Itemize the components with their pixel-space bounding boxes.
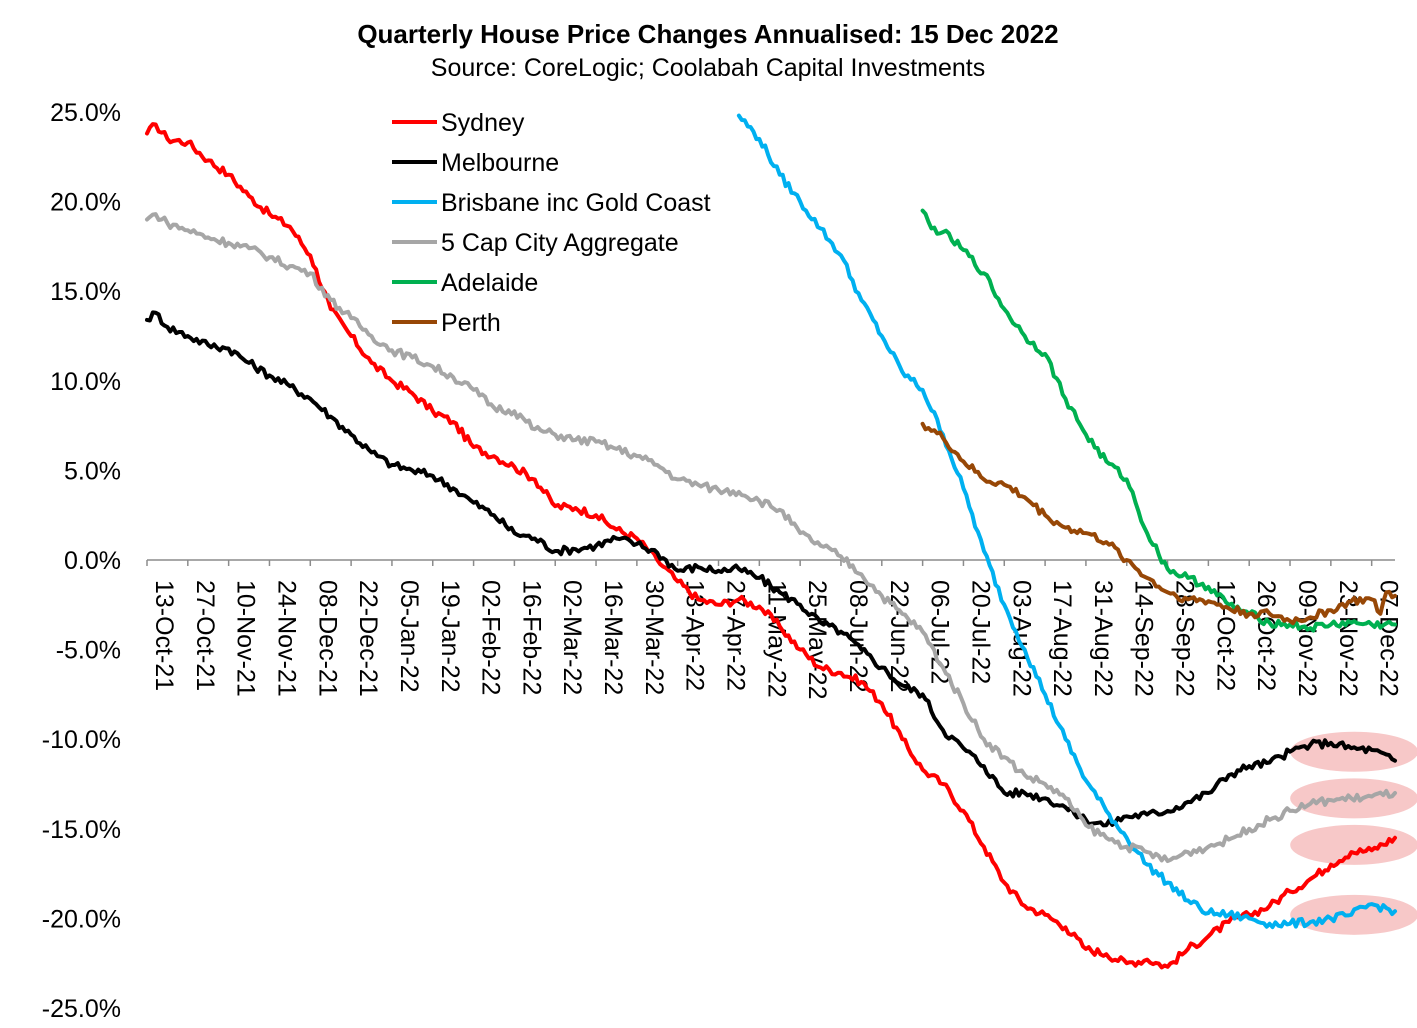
x-tick-label: 27-Apr-22 <box>722 580 750 691</box>
x-tick-label: 16-Mar-22 <box>599 580 627 695</box>
x-tick-label: 02-Mar-22 <box>558 580 586 695</box>
y-tick-label: 0.0% <box>64 547 121 575</box>
x-tick-label: 27-Oct-21 <box>191 580 219 691</box>
series-line-adelaide <box>920 208 1397 633</box>
y-tick-label: -5.0% <box>56 637 121 665</box>
y-tick-label: 5.0% <box>64 457 121 485</box>
legend-label-5-cap-city-aggregate: 5 Cap City Aggregate <box>441 229 679 257</box>
x-tick-label: 10-Nov-21 <box>232 580 260 697</box>
legend-label-brisbane-inc-gold-coast: Brisbane inc Gold Coast <box>441 189 711 217</box>
highlight-ellipse-3 <box>1290 824 1417 865</box>
x-tick-label: 11-May-22 <box>762 580 790 698</box>
legend-label-sydney: Sydney <box>441 109 525 137</box>
y-tick-label: 10.0% <box>50 368 121 396</box>
x-tick-label: 22-Dec-21 <box>354 580 382 697</box>
y-tick-label: -15.0% <box>42 816 121 844</box>
y-tick-label: -10.0% <box>42 726 121 754</box>
x-tick-label: 03-Aug-22 <box>1007 580 1035 697</box>
x-tick-label: 06-Jul-22 <box>926 580 954 684</box>
highlight-ellipse-1 <box>1290 731 1417 772</box>
x-tick-label: 19-Jan-22 <box>436 580 464 693</box>
x-tick-label: 26-Oct-22 <box>1252 580 1280 691</box>
y-tick-label: -25.0% <box>42 995 121 1023</box>
x-tick-label: 02-Feb-22 <box>477 580 505 695</box>
y-tick-label: 15.0% <box>50 278 121 306</box>
x-tick-label: 07-Dec-22 <box>1375 580 1403 697</box>
x-tick-label: 14-Sep-22 <box>1130 580 1158 697</box>
series-lines <box>145 113 1397 970</box>
chart-title: Quarterly House Price Changes Annualised… <box>357 19 1058 49</box>
x-tick-label: 05-Jan-22 <box>395 580 423 693</box>
x-tick-label: 31-Aug-22 <box>1089 580 1117 697</box>
x-tick-label: 23-Nov-22 <box>1334 580 1362 697</box>
legend-label-melbourne: Melbourne <box>441 149 559 177</box>
legend-label-adelaide: Adelaide <box>441 269 538 297</box>
x-axis: 13-Oct-21 27-Oct-21 10-Nov-21 24-Nov-21 08-D… <box>146 559 1403 700</box>
x-tick-label: 09-Nov-22 <box>1293 580 1321 697</box>
y-tick-label: 20.0% <box>50 189 121 217</box>
x-tick-label: 17-Aug-22 <box>1048 580 1076 697</box>
series-line-sydney <box>145 122 1397 970</box>
x-tick-label: 13-Oct-21 <box>150 580 178 691</box>
x-tick-label: 24-Nov-21 <box>272 580 300 697</box>
legend: Sydney Melbourne Brisbane inc Gold Coast 5 … <box>392 109 711 337</box>
y-tick-label: 25.0% <box>50 99 121 127</box>
x-tick-label: 20-Jul-22 <box>966 580 994 684</box>
series-line-brisbane-inc-gold-coast <box>736 113 1397 930</box>
y-tick-label: -20.0% <box>42 905 121 933</box>
chart-subtitle: Source: CoreLogic; Coolabah Capital Inve… <box>431 54 985 82</box>
highlight-ellipses <box>1290 731 1417 935</box>
x-tick-label: 16-Feb-22 <box>517 580 545 695</box>
x-tick-label: 30-Mar-22 <box>640 580 668 695</box>
series-line-5-cap-city-aggregate <box>145 212 1397 864</box>
series-line-melbourne <box>145 310 1397 828</box>
x-tick-label: 08-Dec-21 <box>313 580 341 697</box>
legend-label-perth: Perth <box>441 309 501 337</box>
y-axis: 25.0% 20.0% 15.0% 10.0% 5.0% 0.0% -5.0% -10.0% -… <box>42 99 121 1023</box>
series-line-perth <box>920 421 1397 626</box>
x-tick-label: 25-May-22 <box>803 580 831 700</box>
highlight-ellipse-4 <box>1290 894 1417 935</box>
